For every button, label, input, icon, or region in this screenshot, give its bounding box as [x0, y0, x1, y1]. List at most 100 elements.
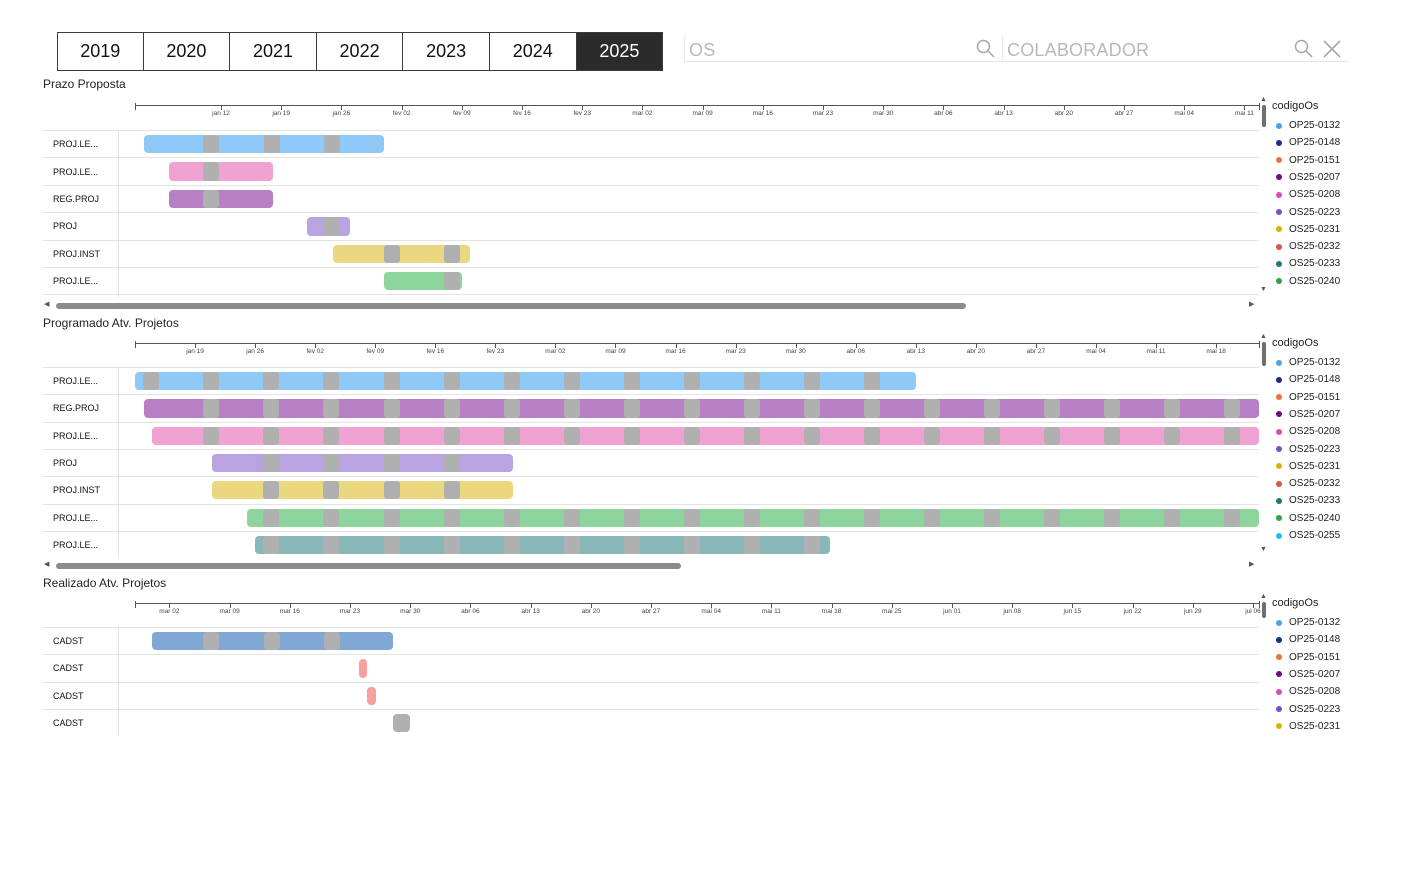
scroll-up-icon[interactable]: ▲ — [1260, 333, 1267, 340]
legend-item[interactable]: OS25-0208 — [1276, 686, 1340, 697]
gantt-bar-segment — [1164, 426, 1181, 445]
horizontal-scrollbar[interactable] — [56, 303, 966, 309]
legend-item[interactable]: OS25-0232 — [1276, 241, 1340, 252]
year-tab-2025[interactable]: 2025 — [576, 32, 664, 71]
gantt-bar[interactable] — [169, 189, 273, 209]
gantt-bar-segment — [683, 399, 700, 418]
legend-item[interactable]: OS25-0240 — [1276, 276, 1340, 287]
gantt-row: PROJ.LE... — [43, 367, 1259, 395]
legend-item[interactable]: OP25-0151 — [1276, 155, 1340, 166]
gantt-bar-segment — [864, 426, 880, 445]
gantt-bar[interactable] — [307, 217, 350, 236]
year-tab-2019[interactable]: 2019 — [57, 32, 144, 71]
vertical-scrollbar[interactable] — [1262, 602, 1266, 618]
legend-dot-icon — [1276, 723, 1282, 730]
gantt-bar[interactable] — [367, 686, 376, 705]
legend-item[interactable]: OS25-0207 — [1276, 172, 1340, 183]
colaborador-search-slicer[interactable]: COLABORADOR — [1002, 35, 1348, 62]
year-tab-2020[interactable]: 2020 — [143, 32, 231, 71]
legend-item[interactable]: OS25-0232 — [1276, 478, 1340, 489]
scroll-up-icon[interactable]: ▲ — [1260, 593, 1267, 600]
legend-item[interactable]: OS25-0231 — [1276, 461, 1340, 472]
legend-item[interactable]: OP25-0148 — [1276, 374, 1340, 385]
legend-dot-icon — [1276, 706, 1282, 712]
gantt-bar[interactable] — [143, 135, 385, 154]
legend-item[interactable]: OS25-0240 — [1276, 513, 1340, 524]
axis-tick-label: mar 02 — [545, 348, 566, 355]
legend-item[interactable]: OS25-0223 — [1276, 207, 1340, 218]
gantt-bar[interactable] — [358, 659, 368, 678]
gantt-bar[interactable] — [152, 426, 1259, 445]
legend-item[interactable]: OP25-0151 — [1276, 652, 1340, 663]
axis-tick-label: abr 27 — [1114, 110, 1134, 117]
year-tab-2021[interactable]: 2021 — [230, 32, 317, 71]
os-search-input[interactable]: OS — [689, 40, 716, 60]
year-tab-2024[interactable]: 2024 — [489, 32, 577, 71]
gantt-bar[interactable] — [212, 453, 513, 473]
gantt-bar[interactable] — [246, 508, 1259, 527]
legend-dot-icon — [1276, 515, 1282, 522]
legend-dot-icon — [1276, 619, 1282, 626]
legend-item[interactable]: OP25-0132 — [1276, 617, 1340, 628]
axis-cap — [135, 341, 136, 348]
gantt-bar[interactable] — [255, 535, 830, 555]
gantt-bar-segment — [203, 162, 220, 181]
gantt-bar[interactable] — [143, 399, 1259, 418]
legend-item[interactable]: OS25-0233 — [1276, 495, 1340, 506]
legend-item[interactable]: OS25-0207 — [1276, 409, 1340, 420]
legend-item[interactable]: OP25-0151 — [1276, 392, 1340, 403]
scroll-down-icon[interactable]: ▼ — [1260, 546, 1267, 553]
scroll-right-icon[interactable]: ▶ — [1249, 561, 1255, 568]
legend-item[interactable]: OS25-0255 — [1276, 530, 1340, 541]
gantt-bar-segment — [924, 399, 941, 418]
legend-item[interactable]: OS25-0231 — [1276, 224, 1340, 235]
gantt-bar[interactable] — [393, 713, 411, 733]
axis-tick-label: mar 02 — [159, 608, 180, 615]
axis-tick-label: mai 11 — [761, 608, 781, 615]
gantt-bar-segment — [443, 508, 460, 527]
axis-tick-label: fev 09 — [366, 348, 385, 355]
search-icon[interactable] — [1294, 39, 1313, 58]
close-icon[interactable] — [1323, 40, 1341, 58]
year-tab-2023[interactable]: 2023 — [403, 32, 490, 71]
legend-item[interactable]: OP25-0148 — [1276, 634, 1340, 645]
legend-item[interactable]: OP25-0148 — [1276, 137, 1340, 148]
legend-item[interactable]: OS25-0223 — [1276, 704, 1340, 715]
legend-item[interactable]: OS25-0208 — [1276, 189, 1340, 200]
axis-tick — [341, 106, 343, 110]
gantt-bar[interactable] — [212, 481, 513, 500]
legend-item[interactable]: OP25-0132 — [1276, 357, 1340, 368]
search-icon[interactable] — [976, 39, 995, 58]
gantt-bar[interactable] — [135, 372, 916, 391]
scroll-left-icon[interactable]: ◀ — [44, 561, 50, 568]
legend-item[interactable]: OP25-0132 — [1276, 120, 1340, 131]
gantt-bar[interactable] — [332, 244, 471, 263]
gantt-bar[interactable] — [169, 162, 273, 181]
scroll-left-icon[interactable]: ◀ — [44, 301, 50, 308]
horizontal-scrollbar[interactable] — [56, 563, 681, 569]
gantt-bar[interactable] — [384, 272, 462, 291]
colaborador-search-input[interactable]: COLABORADOR — [1007, 40, 1150, 60]
legend-item[interactable]: OS25-0208 — [1276, 426, 1340, 437]
legend-item[interactable]: OS25-0233 — [1276, 258, 1340, 269]
scroll-down-icon[interactable]: ▼ — [1260, 286, 1267, 293]
legend-item[interactable]: OS25-0231 — [1276, 721, 1340, 732]
axis-tick — [1132, 604, 1134, 608]
axis-tick-label: abr 27 — [1026, 348, 1046, 355]
row-label: PROJ.LE... — [43, 504, 119, 531]
legend-item[interactable]: OS25-0207 — [1276, 669, 1340, 680]
vertical-scrollbar[interactable] — [1262, 105, 1266, 127]
year-tab-2022[interactable]: 2022 — [316, 32, 404, 71]
axis-tick-label: mai 25 — [882, 608, 902, 615]
scroll-up-icon[interactable]: ▲ — [1260, 96, 1267, 103]
axis-tick-label: abr 06 — [461, 608, 480, 615]
legend-item-label: OS25-0255 — [1289, 530, 1341, 541]
legend-item-label: OS25-0232 — [1289, 478, 1341, 490]
gantt-bar[interactable] — [152, 632, 393, 651]
scroll-right-icon[interactable]: ▶ — [1249, 301, 1255, 308]
os-search-slicer[interactable]: OS — [684, 35, 1002, 62]
vertical-scrollbar[interactable] — [1262, 342, 1266, 366]
legend-item[interactable]: OS25-0223 — [1276, 444, 1340, 455]
gantt-bar-segment — [503, 399, 520, 418]
axis-tick-label: jun 15 — [1063, 608, 1082, 615]
